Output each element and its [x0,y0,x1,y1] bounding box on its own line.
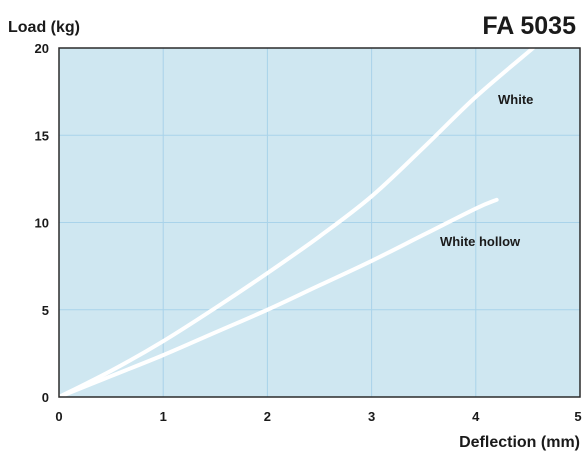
series-line-white [57,46,536,399]
x-tick-label: 0 [55,409,62,424]
series-lines [57,46,536,399]
y-tick-label: 20 [35,41,49,56]
y-tick-label: 10 [35,216,49,231]
y-tick-label: 0 [42,390,49,405]
grid-lines [59,48,580,397]
series-line-white-hollow [57,197,499,399]
x-tick-label: 2 [264,409,271,424]
series-label-white-hollow: White hollow [440,234,521,249]
x-tick-label: 5 [574,409,581,424]
y-tick-label: 5 [42,303,49,318]
y-tick-label: 15 [35,128,49,143]
y-axis-label: Load (kg) [8,19,80,36]
chart-title: FA 5035 [482,12,576,40]
plot-frame [58,47,581,398]
series-label-white: White [498,92,533,107]
x-axis-label: Deflection (mm) [459,434,580,451]
x-tick-label: 3 [368,409,375,424]
x-tick-label: 1 [160,409,167,424]
tick-labels: 0 1 2 3 4 5 0 5 10 15 20 [35,41,582,424]
x-tick-label: 4 [472,409,480,424]
